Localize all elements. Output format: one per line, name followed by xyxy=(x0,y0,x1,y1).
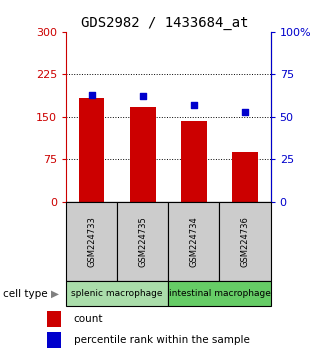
Text: GSM224735: GSM224735 xyxy=(138,216,147,267)
Text: count: count xyxy=(74,314,103,324)
Point xyxy=(242,109,248,115)
Bar xyxy=(117,202,168,281)
Text: GSM224733: GSM224733 xyxy=(87,216,96,267)
Text: intestinal macrophage: intestinal macrophage xyxy=(169,289,270,298)
Bar xyxy=(130,107,155,202)
Bar xyxy=(168,202,219,281)
Text: cell type: cell type xyxy=(3,289,48,299)
Point xyxy=(89,92,94,98)
Bar xyxy=(219,202,271,281)
Text: splenic macrophage: splenic macrophage xyxy=(71,289,163,298)
Bar xyxy=(66,281,168,306)
Text: GSM224736: GSM224736 xyxy=(241,216,249,267)
Text: GSM224734: GSM224734 xyxy=(189,216,198,267)
Bar xyxy=(181,121,207,202)
Point xyxy=(140,93,145,99)
Bar xyxy=(47,332,61,348)
Text: ▶: ▶ xyxy=(51,289,59,299)
Bar xyxy=(47,311,61,327)
Bar xyxy=(168,281,271,306)
Text: GDS2982 / 1433684_at: GDS2982 / 1433684_at xyxy=(81,16,249,30)
Bar xyxy=(232,152,258,202)
Text: percentile rank within the sample: percentile rank within the sample xyxy=(74,335,249,345)
Bar xyxy=(66,202,117,281)
Point xyxy=(191,102,196,108)
Bar xyxy=(79,98,104,202)
